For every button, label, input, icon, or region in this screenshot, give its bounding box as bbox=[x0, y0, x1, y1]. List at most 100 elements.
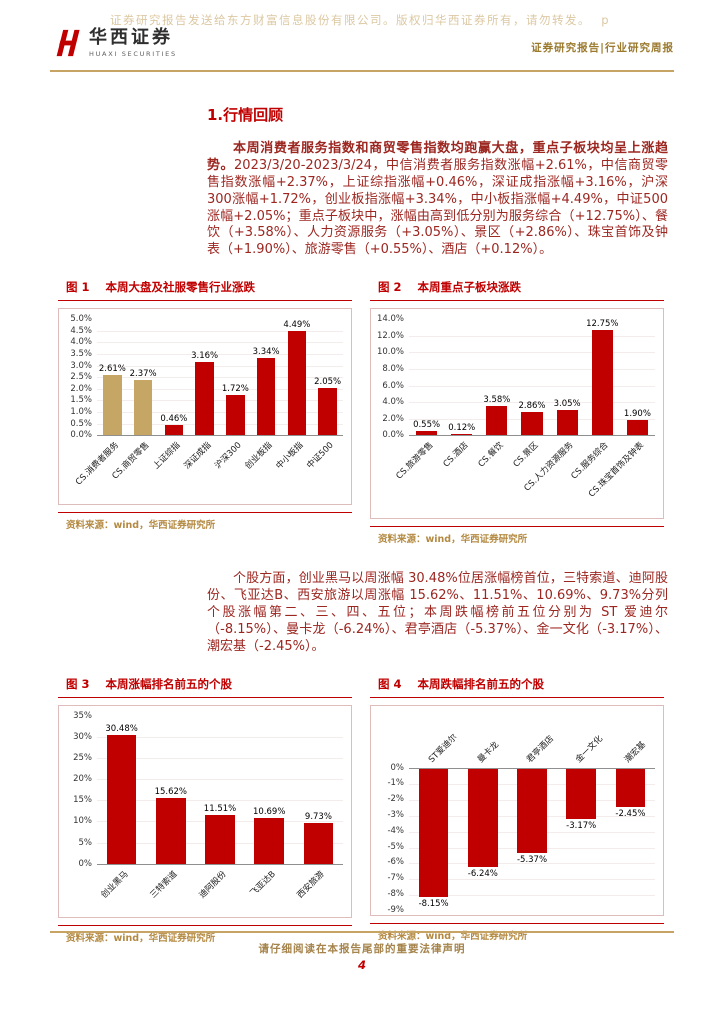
header-divider bbox=[50, 70, 674, 72]
gridline bbox=[97, 342, 343, 344]
paragraph-1: 本周消费者服务指数和商贸零售指数均跑赢大盘，重点子板块均呈上涨趋势。2023/3… bbox=[207, 141, 668, 259]
category-label: 飞亚达B bbox=[245, 865, 294, 913]
figure-title: 图 2 本周重点子板块涨跌 bbox=[370, 279, 664, 302]
category-text: 曼卡龙 bbox=[475, 739, 501, 765]
y-tick-label: 0.0% bbox=[382, 430, 404, 441]
bar bbox=[468, 768, 498, 868]
y-tick-label: 30% bbox=[73, 731, 92, 742]
report-type-label: 证券研究报告|行业研究周报 bbox=[531, 42, 674, 54]
category-text: 金一文化 bbox=[574, 733, 606, 765]
bar-value-label: 2.61% bbox=[98, 363, 126, 374]
figure-name: 本周重点子板块涨跌 bbox=[417, 280, 522, 295]
y-tick-label: 2.5% bbox=[70, 372, 92, 383]
bar-value-label: 1.72% bbox=[221, 384, 249, 395]
bar bbox=[303, 822, 334, 864]
figure-3: 图 3 本周涨幅排名前五的个股 0% 5% 10% 15% 20% 25% 30% 35% 30.4… bbox=[58, 676, 352, 944]
category-label: CS.酒店 bbox=[441, 436, 479, 514]
gridline bbox=[409, 894, 655, 896]
y-tick-label: 4.0% bbox=[382, 397, 404, 408]
gridline bbox=[409, 335, 655, 337]
bar-value-label: 3.58% bbox=[483, 394, 511, 405]
paragraph-1-body: 2023/3/20-2023/3/24，中信消费者服务指数涨幅+2.61%，中信… bbox=[207, 157, 668, 258]
bar-value-label: -3.17% bbox=[566, 820, 597, 831]
footer-disclaimer: 请仔细阅读在本报告尾部的重要法律声明 bbox=[258, 943, 466, 955]
bar bbox=[418, 768, 449, 898]
figure-label: 图 3 bbox=[66, 676, 90, 691]
bars: 0.55% 0.12% 3.58% 2.86% 3.05% 12.75% 1.90% bbox=[409, 319, 655, 436]
bar-slot: -5.37% bbox=[507, 768, 556, 911]
category-text: CS.景区 bbox=[511, 440, 541, 470]
category-label: ST爱迪尔 bbox=[409, 716, 460, 768]
y-tick-label: 2.0% bbox=[70, 383, 92, 394]
gridline bbox=[97, 388, 343, 390]
section-title: 1.行情回顾 bbox=[207, 106, 284, 124]
y-axis: 0.0% 2.0% 4.0% 6.0% 8.0% 10.0% 12.0% 14.0% bbox=[375, 314, 409, 440]
y-tick-label: 8.0% bbox=[382, 363, 404, 374]
chart-source: 资料来源：wind，华西证券研究所 bbox=[370, 922, 664, 942]
y-tick-label: 0.5% bbox=[70, 418, 92, 429]
bar bbox=[156, 797, 186, 864]
figures-row-2: 图 3 本周涨幅排名前五的个股 0% 5% 10% 15% 20% 25% 30% 35% 30.4… bbox=[58, 676, 664, 944]
bar-value-label: 3.34% bbox=[252, 346, 280, 357]
category-text: 君亭酒店 bbox=[524, 733, 557, 765]
category-label: 沪深300 bbox=[213, 436, 251, 500]
footer-divider bbox=[50, 931, 674, 933]
bar-value-label: 10.69% bbox=[253, 807, 286, 818]
category-axis: 创业黑马 三特索道 迪阿股份 飞亚达B 西安旅游 bbox=[97, 865, 343, 913]
bar-value-label: -5.37% bbox=[516, 855, 548, 866]
y-tick-label: 20% bbox=[73, 774, 92, 785]
category-text: CS.消费者服务 bbox=[73, 440, 121, 488]
bar-slot: 4.49% bbox=[282, 319, 313, 436]
y-tick-label: 25% bbox=[73, 752, 92, 763]
category-label: 创业黑马 bbox=[97, 865, 146, 913]
bar-value-label: 11.51% bbox=[203, 804, 237, 815]
bar bbox=[103, 374, 122, 436]
bars: 30.48% 15.62% 11.51% 10.69% 9.73% bbox=[97, 716, 343, 864]
bar-slot: -8.15% bbox=[409, 768, 458, 911]
bar-value-label: -8.15% bbox=[418, 899, 449, 910]
y-tick-label: 1.0% bbox=[70, 407, 92, 418]
bar-slot: 3.05% bbox=[550, 319, 585, 436]
category-axis: ST爱迪尔 曼卡龙 君亭酒店 金一文化 潮宏基 bbox=[409, 716, 655, 768]
y-tick-label: 5% bbox=[78, 837, 93, 848]
bar bbox=[556, 409, 578, 436]
bar bbox=[517, 768, 547, 854]
bar-slot: 1.90% bbox=[620, 319, 655, 436]
bar-chart: 0.0% 2.0% 4.0% 6.0% 8.0% 10.0% 12.0% 14.0% 0.55%… bbox=[370, 308, 664, 520]
gridline bbox=[409, 402, 655, 404]
plot-area: 2.61% 2.37% 0.46% 3.16% 1.72% 3.34% 4.49% 2.05% bbox=[97, 319, 343, 437]
gridline bbox=[409, 368, 655, 370]
bar bbox=[256, 357, 276, 436]
y-tick-label: 4.5% bbox=[70, 325, 92, 336]
category-text: 西安旅游 bbox=[295, 869, 327, 901]
bar-value-label: 0.12% bbox=[448, 423, 476, 434]
y-tick-label: -5% bbox=[387, 841, 404, 852]
bar-slot: -6.24% bbox=[458, 768, 507, 911]
gridline bbox=[97, 354, 343, 356]
bar-value-label: 30.48% bbox=[105, 723, 138, 734]
lead-sentence: 本周消费者服务指数和商贸零售指数均跑赢大盘，重点子板块均呈上涨趋势。 bbox=[207, 141, 668, 173]
bar bbox=[591, 329, 613, 436]
bar-slot: 3.58% bbox=[479, 319, 514, 436]
category-text: 飞亚达B bbox=[248, 869, 278, 899]
y-tick-label: 3.5% bbox=[70, 349, 92, 360]
bar-slot: 2.37% bbox=[128, 319, 159, 436]
y-tick-label: -6% bbox=[387, 857, 404, 868]
figures-row-1: 图 1 本周大盘及社服零售行业涨跌 0.0% 0.5% 1.0% 1.5% 2.0% 2.5%… bbox=[58, 279, 664, 545]
bar-slot: 0.12% bbox=[444, 319, 479, 436]
category-label: 三特索道 bbox=[146, 865, 195, 913]
gridline bbox=[97, 423, 343, 425]
bar-slot: 3.34% bbox=[251, 319, 282, 436]
bar-value-label: 2.37% bbox=[129, 369, 157, 380]
main-content: 1.行情回顾 本周消费者服务指数和商贸零售指数均跑赢大盘，重点子板块均呈上涨趋势… bbox=[50, 104, 668, 944]
y-tick-label: 12.0% bbox=[376, 330, 404, 341]
chart-source: 资料来源：wind，华西证券研究所 bbox=[58, 512, 352, 531]
figure-title: 图 4 本周跌幅排名前五的个股 bbox=[370, 676, 664, 698]
bar-value-label: 3.16% bbox=[191, 350, 219, 361]
category-text: CS.酒店 bbox=[441, 440, 471, 470]
bar bbox=[451, 434, 473, 436]
gridline bbox=[97, 330, 343, 332]
bar-slot: 9.73% bbox=[294, 716, 343, 864]
y-tick-label: -1% bbox=[387, 778, 404, 789]
y-tick-label: 0% bbox=[78, 858, 93, 869]
